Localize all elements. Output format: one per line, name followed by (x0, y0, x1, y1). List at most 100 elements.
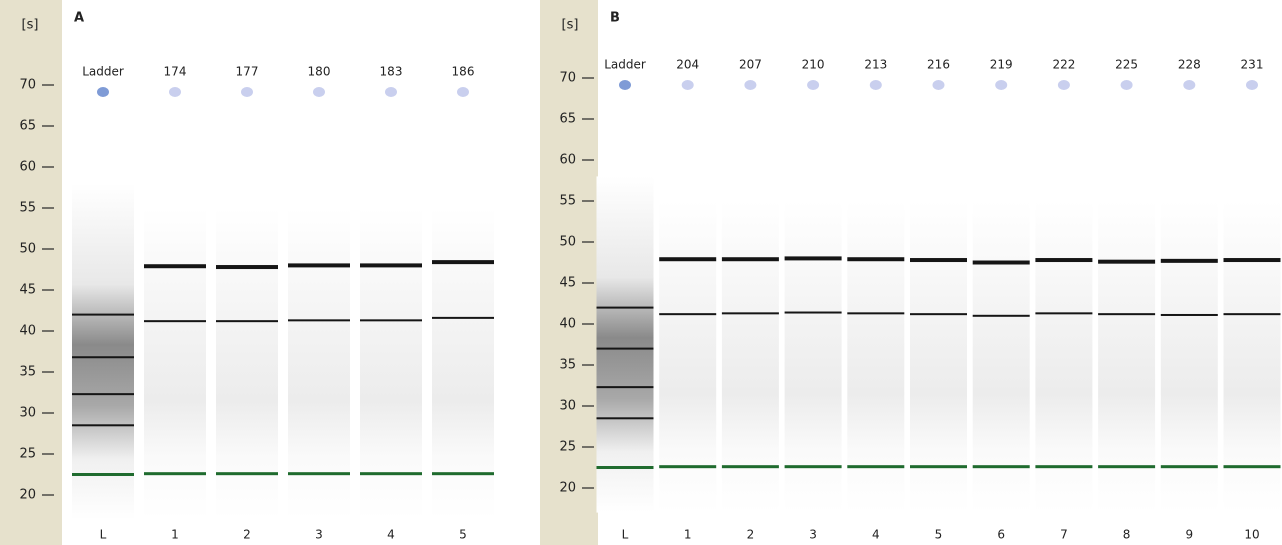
lane-label: 5 (459, 528, 467, 542)
band (1035, 312, 1092, 314)
panel-label: B (610, 11, 620, 26)
lane-label: L (100, 528, 107, 542)
band (216, 320, 278, 322)
panel-label: A (74, 11, 84, 26)
y-tick-label: 50 (559, 235, 576, 250)
sample-label: Ladder (604, 58, 646, 72)
band (847, 312, 904, 314)
y-tick-label: 70 (559, 71, 576, 86)
lane-dot (1183, 80, 1195, 90)
sample-label: 210 (802, 58, 825, 72)
y-tick-label: 40 (19, 324, 36, 339)
marker-band (597, 466, 654, 469)
y-tick-label: 55 (19, 201, 36, 216)
lane-label: 4 (387, 528, 395, 542)
band (910, 258, 967, 262)
band (973, 315, 1030, 317)
lane-dot (807, 80, 819, 90)
marker-band (1035, 465, 1092, 468)
sample-label: 183 (380, 65, 403, 79)
lane-label: 7 (1060, 528, 1068, 542)
band (432, 317, 494, 319)
figure: [s]A2025303540455055606570LadderL1741177… (0, 0, 1282, 545)
band (360, 319, 422, 321)
lane-label: 10 (1244, 528, 1259, 542)
band (360, 263, 422, 267)
lane-label: 8 (1123, 528, 1131, 542)
lane-dot (744, 80, 756, 90)
band (659, 257, 716, 261)
band (1035, 258, 1092, 262)
band (1224, 258, 1281, 262)
lane-label: 4 (872, 528, 880, 542)
lane-label: L (622, 528, 629, 542)
marker-band (1224, 465, 1281, 468)
y-tick-label: 30 (19, 406, 36, 421)
marker-band (432, 472, 494, 475)
band (722, 257, 779, 261)
band (288, 263, 350, 267)
band (973, 261, 1030, 265)
marker-band (288, 472, 350, 475)
lane-dot (870, 80, 882, 90)
band (72, 393, 134, 395)
y-tick-label: 20 (559, 481, 576, 496)
y-tick-label: 25 (19, 447, 36, 462)
band (144, 264, 206, 268)
y-tick-label: 65 (559, 112, 576, 127)
band (597, 386, 654, 388)
sample-label: 219 (990, 58, 1013, 72)
y-tick-label: 35 (19, 365, 36, 380)
lane (72, 183, 134, 519)
marker-band (973, 465, 1030, 468)
band (1161, 259, 1218, 263)
band (72, 424, 134, 426)
lane-dot (682, 80, 694, 90)
lane-dot (995, 80, 1007, 90)
band (722, 312, 779, 314)
sample-label: Ladder (82, 65, 124, 79)
marker-band (910, 465, 967, 468)
band (847, 257, 904, 261)
lane-label: 9 (1185, 528, 1193, 542)
lane-dot (933, 80, 945, 90)
sample-label: 222 (1052, 58, 1075, 72)
sample-label: 231 (1241, 58, 1264, 72)
lane-dot (385, 87, 397, 97)
band (1098, 313, 1155, 315)
lane-dot (619, 80, 631, 90)
lane-label: 3 (809, 528, 817, 542)
band (72, 314, 134, 316)
lane-dot (1246, 80, 1258, 90)
band (1098, 260, 1155, 264)
band (597, 417, 654, 419)
lane-label: 6 (997, 528, 1005, 542)
band (288, 319, 350, 321)
sample-label: 213 (864, 58, 887, 72)
marker-band (144, 472, 206, 475)
lane-dot (313, 87, 325, 97)
marker-band (1161, 465, 1218, 468)
axis-label: [s] (22, 18, 39, 33)
lane-dot (241, 87, 253, 97)
band (432, 260, 494, 264)
lane-label: 5 (935, 528, 943, 542)
y-tick-label: 30 (559, 399, 576, 414)
y-tick-label: 65 (19, 119, 36, 134)
sample-label: 180 (308, 65, 331, 79)
band (72, 356, 134, 358)
y-tick-label: 50 (19, 242, 36, 257)
band (597, 307, 654, 309)
band (216, 265, 278, 269)
lane-dot (1121, 80, 1133, 90)
band (1224, 313, 1281, 315)
sample-label: 174 (164, 65, 187, 79)
y-tick-label: 60 (559, 153, 576, 168)
sample-label: 204 (676, 58, 699, 72)
marker-band (72, 473, 134, 476)
y-tick-label: 40 (559, 317, 576, 332)
y-tick-label: 70 (19, 78, 36, 93)
band (785, 256, 842, 260)
y-tick-label: 60 (19, 160, 36, 175)
sample-label: 177 (236, 65, 259, 79)
